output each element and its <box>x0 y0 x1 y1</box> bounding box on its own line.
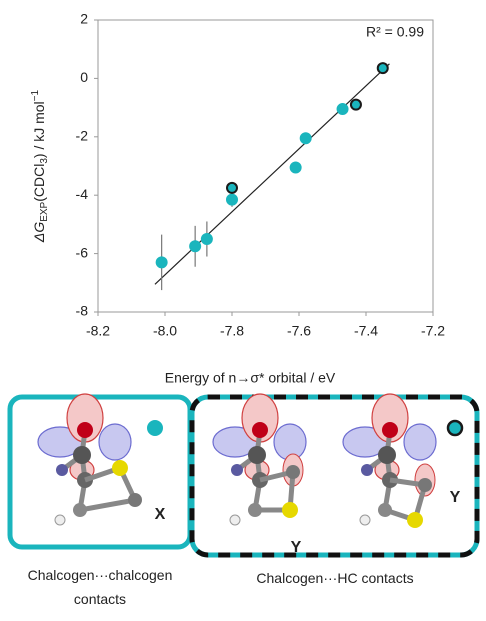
point <box>376 62 389 75</box>
point <box>226 181 238 194</box>
point <box>226 193 238 206</box>
x-tick-label: -7.2 <box>421 323 445 339</box>
point <box>336 103 349 116</box>
molecule <box>38 394 142 525</box>
point <box>289 161 302 174</box>
panel-label: Y <box>291 539 302 556</box>
y-tick-label: -2 <box>76 128 89 144</box>
y-axis-label: ΔGEXP(CDCl3) / kJ mol−1 <box>30 89 50 243</box>
panel-caption: Chalcogen···chalcogen contacts <box>27 567 173 607</box>
point <box>155 256 168 269</box>
point <box>299 132 312 145</box>
y-label-part: ) / kJ mol <box>31 101 47 158</box>
y-tick-label: 0 <box>80 69 88 85</box>
panel-frame <box>189 394 480 558</box>
molecule <box>343 394 436 528</box>
x-tick-label: -8.2 <box>86 323 110 339</box>
point <box>200 233 213 245</box>
panel-label: X <box>155 506 166 523</box>
panel-label: Y <box>450 489 461 506</box>
legend-marker <box>147 420 163 436</box>
y-label-part: EXP <box>39 201 50 221</box>
x-axis-label: Energy of n→σ* orbital / eV <box>165 370 336 386</box>
y-label-part: (CDCl <box>31 164 47 202</box>
x-tick-label: -7.6 <box>287 323 311 339</box>
trend-line <box>154 63 390 285</box>
x-tick-label: -7.8 <box>220 323 244 339</box>
legend-marker <box>446 419 464 437</box>
annotation: R² = 0.99 <box>366 24 424 40</box>
y-label-part: −1 <box>30 89 41 101</box>
point <box>189 240 202 253</box>
y-tick-label: -4 <box>76 186 89 202</box>
x-tick-label: -7.4 <box>354 323 378 339</box>
y-label-part: ΔG <box>31 222 47 243</box>
plot-frame <box>97 19 434 313</box>
y-tick-label: 2 <box>80 11 88 27</box>
y-tick-label: -6 <box>76 244 89 260</box>
y-label-part: 3 <box>39 158 50 164</box>
x-tick-label: -8.0 <box>153 323 177 339</box>
panel-caption: Chalcogen···HC contacts <box>256 570 414 586</box>
molecule <box>213 394 306 525</box>
point <box>349 98 362 111</box>
y-tick-label: -8 <box>76 303 89 319</box>
